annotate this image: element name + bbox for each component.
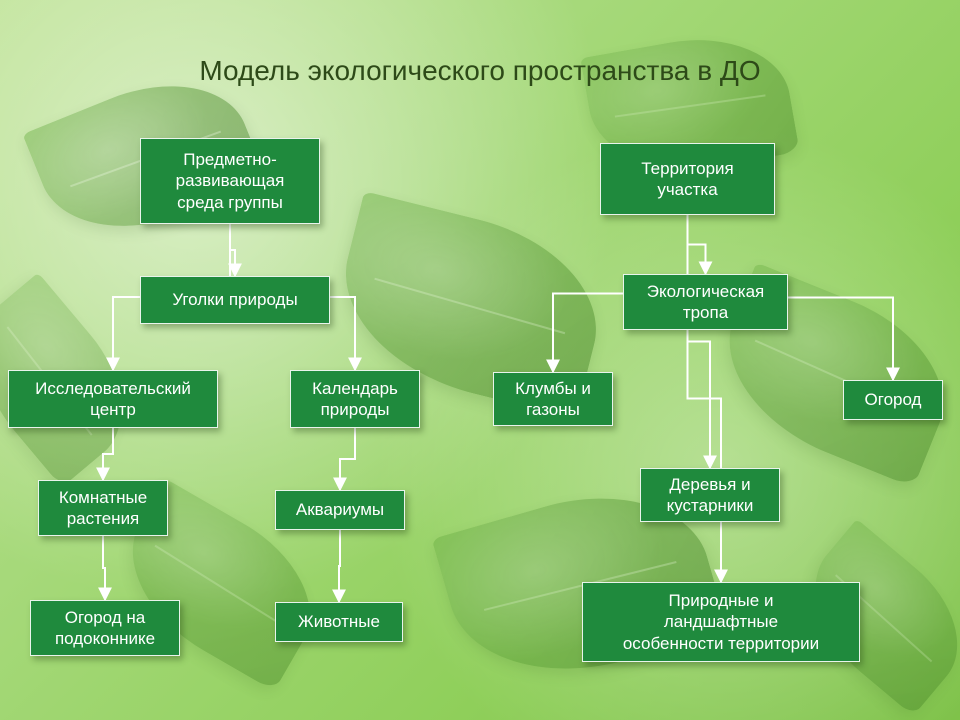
node-landscape: Природные и ландшафтные особенности терр… [582,582,860,662]
node-trees: Деревья и кустарники [640,468,780,522]
node-houseplants: Комнатные растения [38,480,168,536]
node-eco-trail: Экологическая тропа [623,274,788,330]
diagram-title: Модель экологического пространства в ДО [0,55,960,87]
node-garden: Огород [843,380,943,420]
node-research: Исследовательский центр [8,370,218,428]
node-root-right: Территория участка [600,143,775,215]
node-animals: Животные [275,602,403,642]
node-sill-garden: Огород на подоконнике [30,600,180,656]
node-calendar: Календарь природы [290,370,420,428]
edge-root_left-to-nature_corner [230,224,235,276]
edge-root_right-to-trees [688,215,711,468]
edge-root_right-to-landscape [688,215,722,582]
edge-aquariums-to-animals [339,530,340,602]
node-flowerbeds: Клумбы и газоны [493,372,613,426]
edge-root_right-to-eco_trail [688,215,706,274]
diagram-canvas: Модель экологического пространства в ДО … [0,0,960,720]
node-nature-corner: Уголки природы [140,276,330,324]
node-root-left: Предметно- развивающая среда группы [140,138,320,224]
edge-calendar-to-aquariums [340,428,355,490]
node-aquariums: Аквариумы [275,490,405,530]
edge-houseplants-to-sill_garden [103,536,105,600]
